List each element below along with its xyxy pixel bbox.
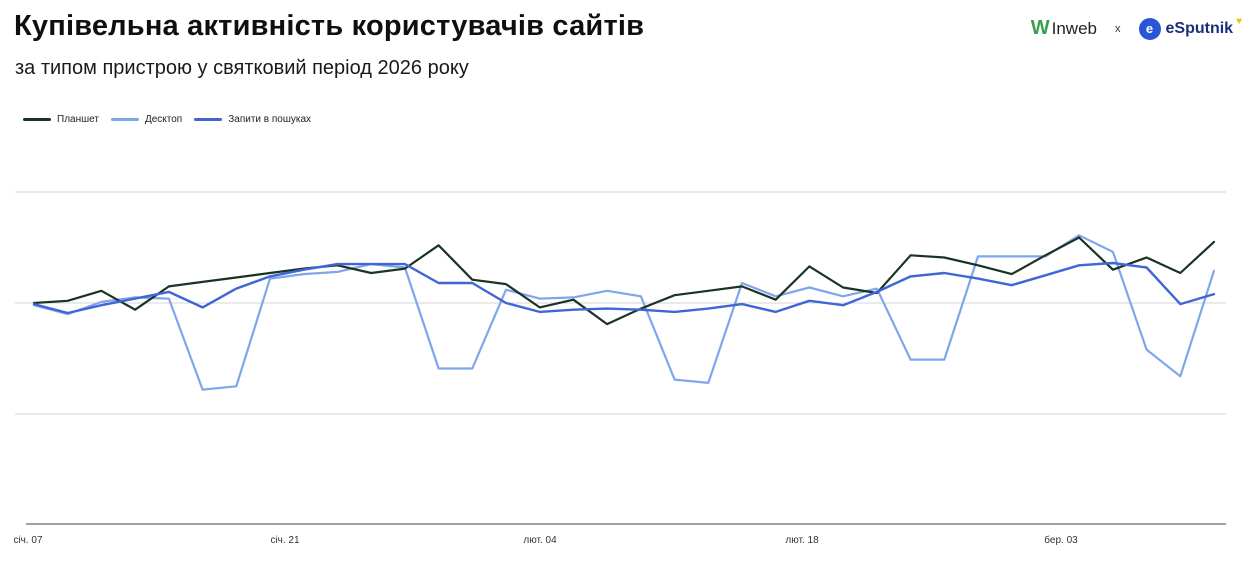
legend-label-desktop: Десктоп bbox=[144, 114, 183, 125]
series-line-tablet bbox=[32, 236, 1216, 326]
chart-legend: Планшет Десктоп Запити в пошуках bbox=[23, 114, 311, 125]
inweb-logo[interactable]: W Inweb bbox=[1031, 17, 1097, 40]
inweb-name: Inweb bbox=[1051, 18, 1097, 38]
x-tick-label: бер. 03 bbox=[1044, 534, 1078, 546]
esputnik-logo[interactable]: e eSputnik ♥ bbox=[1138, 16, 1242, 40]
chart-subtitle: за типом пристрою у святковий період 202… bbox=[15, 57, 469, 79]
esputnik-mark-icon: e bbox=[1138, 17, 1161, 40]
legend-item-desktop[interactable]: Десктоп bbox=[110, 114, 183, 125]
x-tick-label: січ. 07 bbox=[13, 535, 43, 546]
legend-swatch-desktop bbox=[110, 118, 139, 121]
esputnik-name: eSputnik bbox=[1165, 19, 1234, 37]
heart-icon: ♥ bbox=[1236, 16, 1242, 27]
series-line-search bbox=[32, 261, 1216, 315]
x-tick-label: січ. 21 bbox=[270, 535, 300, 546]
legend-swatch-tablet bbox=[23, 118, 51, 121]
legend-item-tablet[interactable]: Планшет bbox=[23, 114, 99, 125]
legend-item-search[interactable]: Запити в пошуках bbox=[194, 114, 311, 125]
series-line-desktop bbox=[32, 234, 1216, 391]
x-tick-label: лют. 04 bbox=[523, 535, 557, 546]
chart-title: Купівельна активність користувачів сайті… bbox=[14, 10, 645, 42]
brand-logos: W Inweb x e eSputnik ♥ bbox=[1031, 16, 1242, 40]
legend-swatch-search bbox=[194, 118, 223, 121]
x-tick-label: лют. 18 bbox=[785, 535, 819, 546]
legend-label-tablet: Планшет bbox=[57, 114, 99, 125]
brand-separator: x bbox=[1115, 22, 1121, 35]
legend-label-search: Запити в пошуках bbox=[228, 114, 312, 125]
inweb-mark-icon: W bbox=[1030, 17, 1050, 39]
